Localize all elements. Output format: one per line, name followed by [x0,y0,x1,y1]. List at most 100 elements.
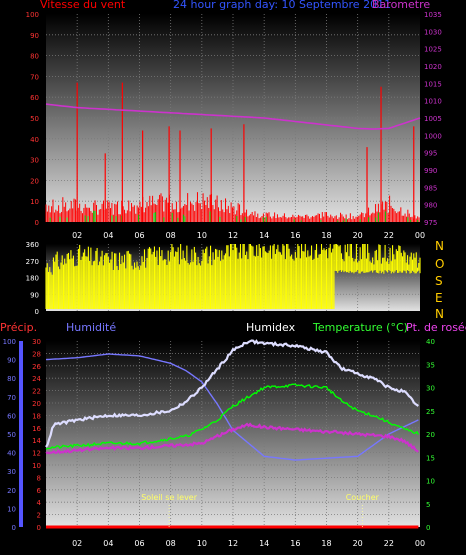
pressure-axis-tick: 1000 [424,132,442,140]
precip-axis-tick: 24 [32,375,41,383]
temp-axis-tick: 40 [426,338,435,346]
x-tick-label: 08 [166,539,176,548]
x-tick-label: 18 [321,539,331,548]
x-tick-label: 08 [166,231,176,240]
pressure-axis-tick: 975 [424,219,437,227]
x-tick-label: 18 [321,231,331,240]
wind-axis-tick: 50 [30,115,39,123]
x-tick-label: 12 [228,231,238,240]
precip-axis-tick: 30 [32,338,41,346]
pressure-axis-tick: 995 [424,150,437,158]
x-tick-label: 02 [72,231,82,240]
header-right-label: Barometre [372,0,431,11]
dewpoint-line [45,422,419,455]
precip-label: Précip. [0,321,38,334]
temp-axis-tick: 15 [426,454,435,462]
pressure-axis-tick: 1010 [424,98,442,106]
sunrise-label: Soleil se lever [141,493,198,502]
wind-axis-tick: 40 [30,136,39,144]
x-tick-label: 14 [259,539,269,548]
temp-axis-tick: 35 [426,361,435,369]
wind-axis-tick: 70 [30,73,39,81]
x-tick-label: 00 [415,539,425,548]
x-tick-label: 20 [353,539,363,548]
precip-axis-tick: 14 [32,437,41,445]
pressure-axis-tick: 1015 [424,80,442,88]
humidity-axis-tick: 100 [3,338,16,346]
precip-axis-tick: 28 [32,350,41,358]
humidity-axis-tick: 60 [7,412,16,420]
humidity-axis-strip [19,341,23,527]
temp-axis-tick: 30 [426,385,435,393]
compass-n-bottom: N [435,307,444,321]
pressure-axis-tick: 1035 [424,11,442,19]
precip-axis-tick: 6 [37,487,42,495]
compass-s: S [435,274,443,288]
dewpoint-label: Pt. de rosée [406,321,466,334]
pressure-axis-tick: 1030 [424,28,442,36]
humidity-axis-tick: 10 [7,505,16,513]
precip-axis-tick: 16 [32,425,41,433]
sunset-label: Coucher [346,493,380,502]
humidity-axis-tick: 80 [7,375,16,383]
header-left-label: Vitesse du vent [40,0,126,11]
temperature-line [45,383,420,450]
precip-axis-tick: 0 [37,524,41,532]
temperature-label: Temperature (°C) [313,321,408,334]
precip-axis-tick: 18 [32,412,41,420]
x-tick-label: 06 [134,539,144,548]
x-tick-label: 00 [415,231,425,240]
temp-axis-tick: 5 [426,501,430,509]
x-tick-label: 10 [197,231,207,240]
wind-axis-tick: 100 [26,11,39,19]
wind-axis-tick: 10 [30,198,39,206]
wind-axis-tick: 30 [30,157,39,165]
x-tick-label: 12 [228,539,238,548]
x-tick-label: 10 [197,539,207,548]
precip-axis-tick: 2 [37,512,41,520]
x-tick-label: 22 [384,231,394,240]
precip-axis-tick: 20 [32,400,41,408]
wind-axis-tick: 60 [30,94,39,102]
compass-e: E [435,291,443,305]
x-tick-label: 20 [353,231,363,240]
temp-axis-tick: 25 [426,408,435,416]
precip-axis-tick: 12 [32,450,41,458]
humidity-axis-tick: 90 [7,357,16,365]
humidity-label: Humidité [66,321,117,334]
wind-axis-tick: 0 [35,219,39,227]
x-tick-label: 22 [384,539,394,548]
wind-axis-tick: 20 [30,177,39,185]
pressure-axis-tick: 1020 [424,63,442,71]
humidity-axis-tick: 30 [7,468,16,476]
temp-axis-tick: 0 [426,524,430,532]
barometer-line [45,103,421,130]
wind-axis-tick: 90 [30,32,39,40]
humidity-axis-tick: 0 [12,524,16,532]
precip-axis-tick: 8 [37,474,41,482]
direction-axis-tick: 270 [26,258,39,266]
x-tick-label: 04 [103,231,113,240]
pressure-axis-tick: 1025 [424,46,442,54]
precip-axis-tick: 26 [32,363,41,371]
direction-axis-tick: 90 [30,291,39,299]
humidity-axis-tick: 40 [7,450,16,458]
pressure-axis-tick: 985 [424,184,437,192]
direction-axis-tick: 0 [35,308,39,316]
x-tick-label: 14 [259,231,269,240]
header-title: 24 hour graph day: 10 Septembre 2011 [173,0,392,11]
precip-axis-tick: 22 [32,388,41,396]
humidex-line [45,339,420,448]
humidity-axis-tick: 50 [7,431,16,439]
temp-axis-tick: 10 [426,478,435,486]
humidity-axis-tick: 20 [7,487,16,495]
x-tick-label: 02 [72,539,82,548]
direction-axis-tick: 180 [26,275,39,283]
humidex-label: Humidex [246,321,296,334]
x-tick-label: 16 [290,539,300,548]
x-tick-label: 04 [103,539,113,548]
precip-axis-tick: 4 [37,499,42,507]
direction-axis-tick: 360 [26,241,39,249]
